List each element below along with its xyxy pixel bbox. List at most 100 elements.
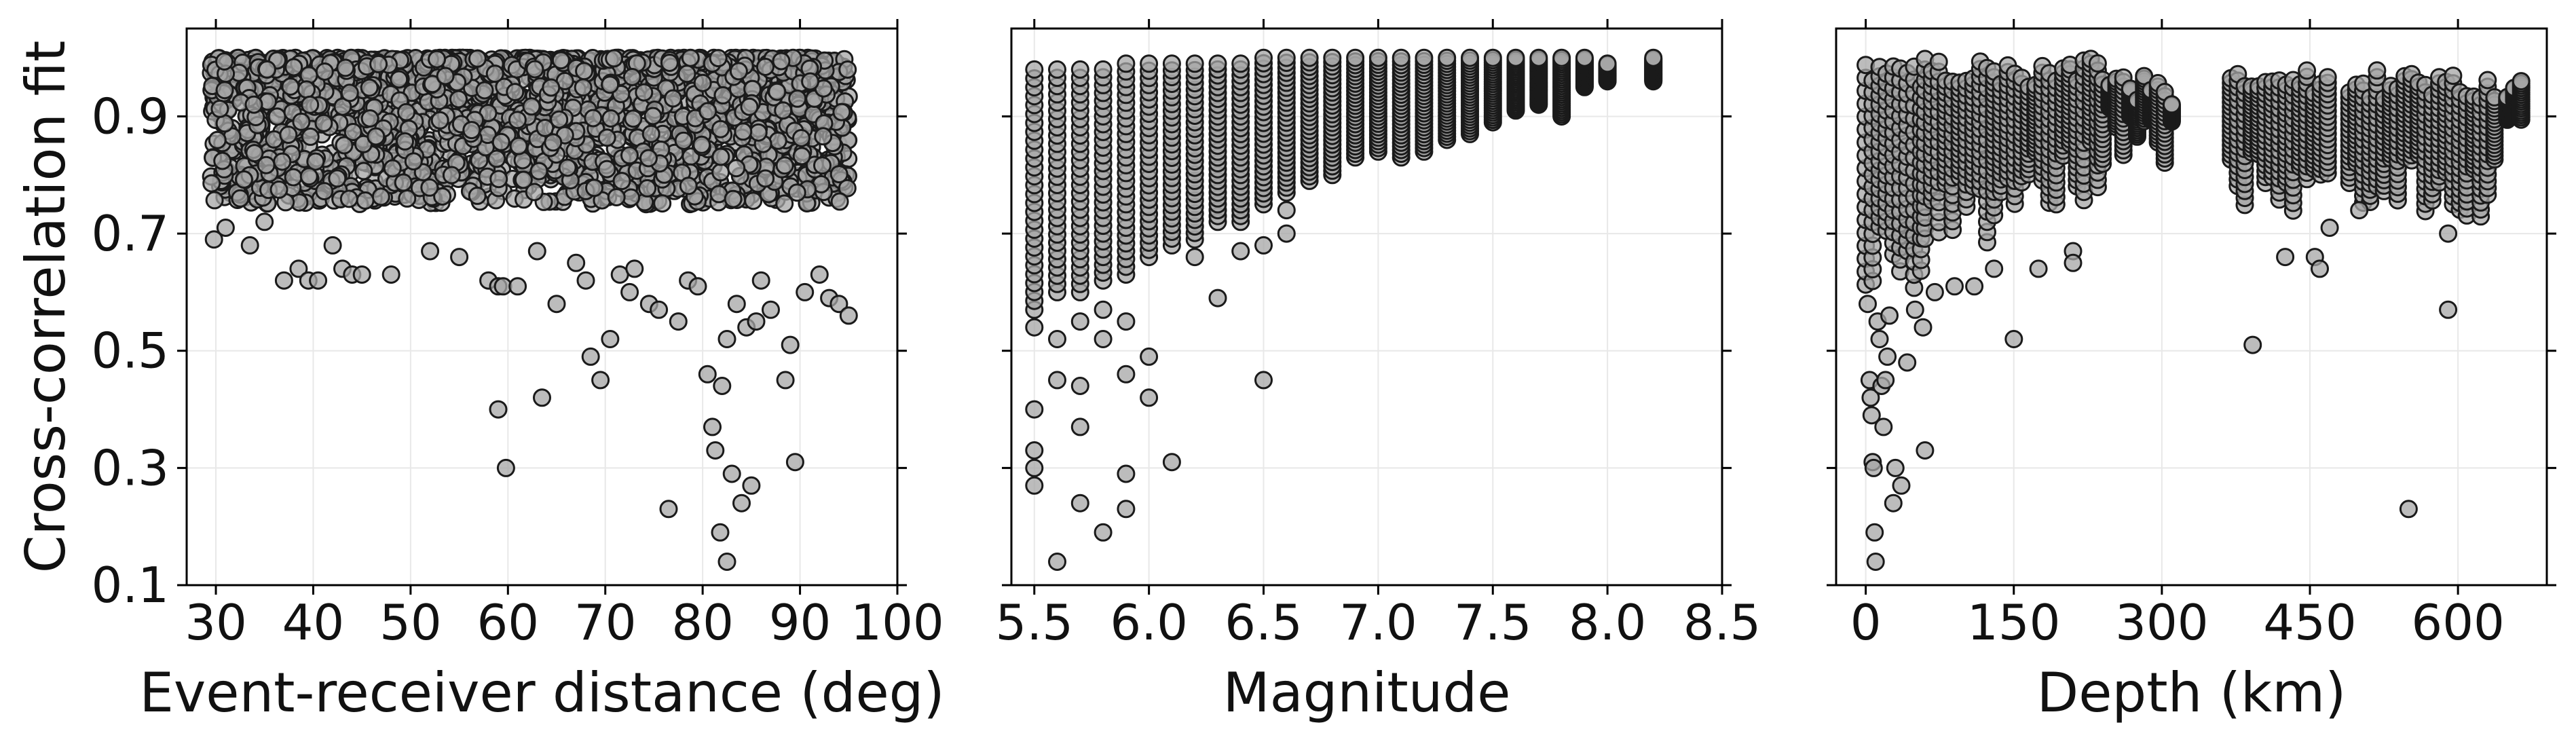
data-point — [597, 128, 616, 147]
y-tick-label: 0.3 — [91, 439, 169, 496]
data-point — [574, 78, 593, 97]
data-point — [428, 50, 447, 69]
data-point — [205, 191, 224, 210]
data-point — [1438, 48, 1457, 67]
data-point — [442, 166, 461, 185]
data-point — [1070, 312, 1089, 331]
data-point — [281, 77, 300, 96]
data-point — [213, 151, 232, 170]
points — [1025, 48, 1663, 571]
data-point — [692, 135, 711, 154]
data-point — [810, 265, 829, 284]
data-point — [315, 62, 334, 81]
data-point — [711, 119, 730, 138]
data-point — [597, 160, 616, 179]
data-point — [801, 72, 820, 91]
data-point — [2088, 54, 2107, 73]
panel-1: 30 40 50 60 70 80 90 1000.10.30.50.70.9Event-re… — [14, 19, 945, 724]
data-point — [529, 162, 548, 181]
data-point — [1346, 48, 1365, 67]
x-tick-label: 6.0 — [1110, 594, 1188, 651]
data-point — [1916, 441, 1935, 460]
data-point — [1898, 353, 1917, 372]
data-point — [2350, 201, 2369, 220]
data-point — [2320, 219, 2339, 237]
data-point — [776, 371, 795, 390]
x-tick-label: 5.5 — [996, 594, 1074, 651]
data-point — [1925, 282, 1944, 301]
x-tick-label: 70 — [574, 594, 637, 651]
data-point — [775, 156, 794, 175]
data-point — [1048, 330, 1066, 348]
data-point — [292, 112, 311, 131]
data-point — [625, 259, 644, 278]
data-point — [1070, 377, 1089, 395]
data-point — [430, 111, 449, 130]
data-point — [258, 60, 276, 79]
data-point — [489, 170, 508, 189]
data-point — [397, 103, 416, 122]
data-point — [1864, 458, 1883, 477]
data-point — [2439, 300, 2458, 319]
data-point — [1094, 330, 1113, 348]
data-point — [653, 194, 672, 213]
data-point — [496, 458, 515, 477]
data-point — [681, 48, 700, 67]
data-point — [1866, 553, 1885, 571]
data-point — [591, 371, 610, 390]
data-point — [352, 265, 371, 284]
data-point — [711, 523, 730, 542]
data-point — [244, 95, 263, 114]
data-point — [1870, 330, 1889, 348]
y-tick-label: 0.7 — [91, 205, 169, 262]
data-point — [620, 282, 639, 301]
data-point — [547, 295, 566, 314]
data-point — [202, 174, 221, 193]
data-point — [234, 170, 253, 189]
data-point — [2298, 61, 2317, 80]
data-point — [677, 64, 696, 83]
data-point — [839, 306, 858, 325]
data-point — [279, 126, 298, 144]
x-tick-label: 600 — [2411, 594, 2504, 651]
x-tick-label: 40 — [282, 594, 345, 651]
data-point — [2478, 71, 2497, 90]
data-point — [732, 494, 751, 513]
data-point — [660, 54, 679, 72]
data-point — [328, 169, 347, 188]
data-point — [1914, 318, 1933, 337]
data-point — [1185, 248, 1204, 267]
data-point — [354, 162, 373, 181]
data-point — [257, 155, 276, 174]
data-point — [558, 158, 577, 177]
data-point — [575, 62, 594, 81]
data-point — [1892, 476, 1911, 495]
data-point — [381, 265, 400, 284]
data-point — [390, 70, 409, 89]
data-point — [533, 388, 551, 407]
data-point — [284, 58, 303, 77]
data-point — [421, 242, 440, 261]
data-point — [314, 113, 333, 132]
data-point — [774, 101, 793, 120]
x-tick-label: 90 — [769, 594, 832, 651]
data-point — [796, 282, 815, 301]
data-point — [1094, 300, 1113, 319]
y-axis-label: Cross-correlation fit — [14, 41, 77, 574]
data-point — [612, 172, 631, 191]
data-point — [215, 52, 234, 71]
data-point — [340, 83, 359, 103]
data-point — [713, 377, 732, 395]
data-point — [420, 178, 439, 197]
data-point — [788, 89, 807, 108]
data-point — [792, 129, 810, 147]
data-point — [509, 136, 528, 155]
data-point — [717, 553, 736, 571]
data-point — [762, 300, 780, 319]
data-point — [635, 83, 654, 102]
x-tick-label: 6.5 — [1225, 594, 1303, 651]
data-point — [525, 60, 544, 79]
data-point — [1552, 48, 1571, 67]
data-point — [468, 49, 487, 68]
data-point — [315, 182, 334, 201]
